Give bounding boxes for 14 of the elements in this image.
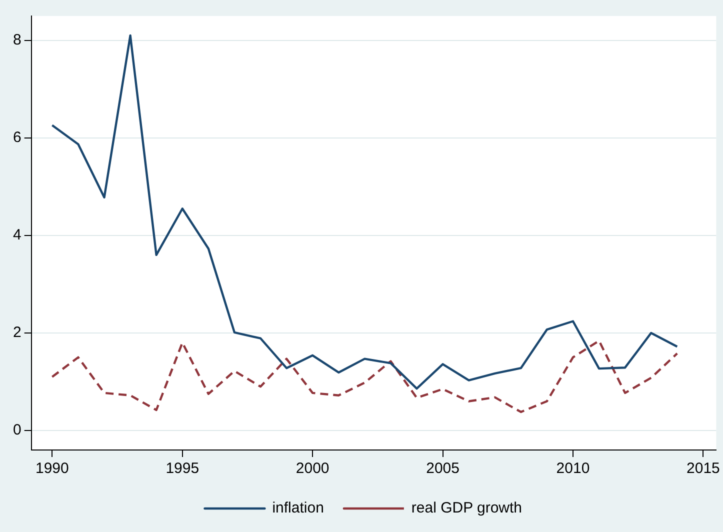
y-tick-label: 4 [13,226,22,244]
x-tick-label: 1990 [35,460,69,478]
y-tick-label: 2 [13,324,22,342]
line-series [51,340,678,414]
x-tick-label: 2015 [686,460,720,478]
x-tick-label: 2000 [296,460,330,478]
x-tick-label: 2010 [556,460,590,478]
x-tick-label: 2005 [426,460,460,478]
x-tick-label: 1995 [166,460,200,478]
y-tick-label: 0 [13,422,22,439]
y-tick-label: 8 [13,32,22,49]
legend-label: inflation [272,500,324,517]
legend-label: real GDP growth [411,500,522,517]
y-tick-label: 6 [13,129,22,146]
